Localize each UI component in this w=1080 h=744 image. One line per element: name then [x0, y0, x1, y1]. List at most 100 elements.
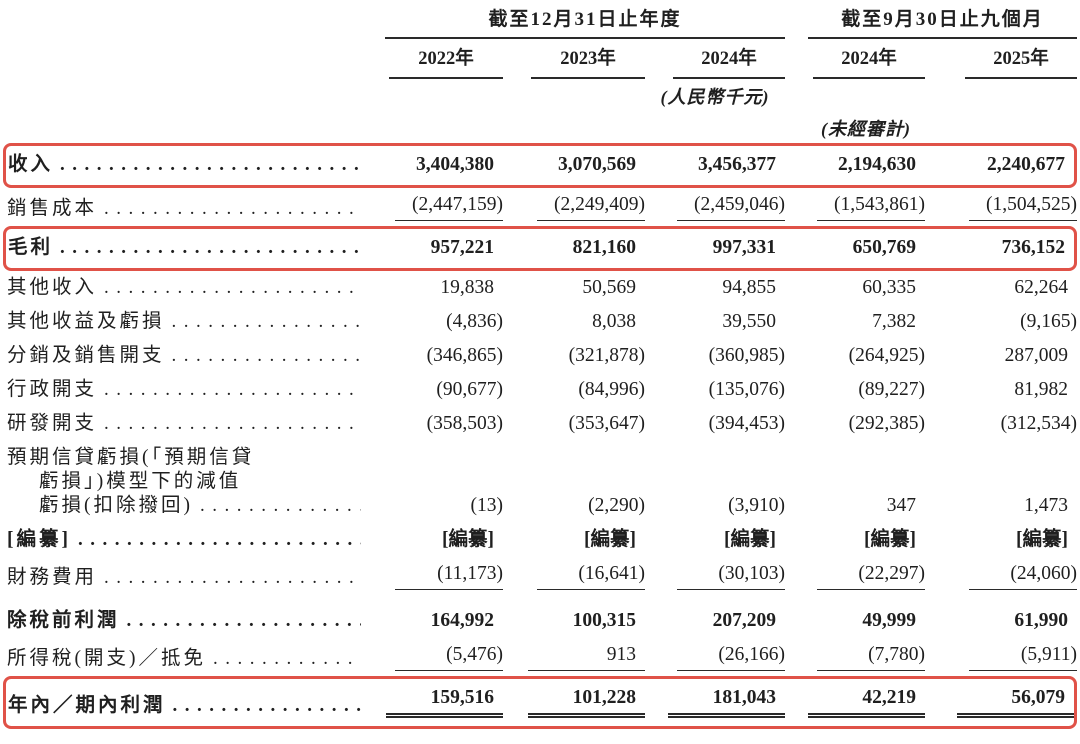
value-cell: 913 [503, 638, 645, 676]
cell-value: (135,076) [708, 379, 786, 400]
value-cell: (321,878) [503, 339, 645, 373]
value-cell: 736,152 [925, 226, 1078, 271]
value-cell: (1,504,525) [925, 188, 1078, 226]
value-cell: (5,911) [925, 638, 1078, 676]
currency-note-row: (人民幣千元) [3, 79, 1077, 111]
table-row: [編纂]....................................… [3, 523, 1077, 557]
value-cell: (26,166) [645, 638, 786, 676]
cell-value: (16,641) [537, 562, 645, 590]
dot-leader: ........................................… [104, 198, 361, 219]
row-label-cell: [編纂]....................................… [3, 523, 361, 557]
cell-value: 49,999 [862, 610, 917, 631]
dot-leader: ........................................… [126, 610, 361, 631]
row-label-cell: 所得稅(開支)／抵免..............................… [3, 638, 361, 676]
currency-note-cell: (人民幣千元) [645, 79, 785, 111]
table-row: 年內／期內利潤.................................… [3, 676, 1078, 729]
row-label-cell: 收入......................................… [3, 143, 361, 188]
cell-value: (90,677) [436, 379, 503, 400]
cell-value: 56,079 [957, 686, 1075, 718]
table-row: 行政開支....................................… [3, 373, 1077, 407]
cell-value: 957,221 [430, 237, 494, 258]
cell-value: 1,473 [1024, 495, 1069, 516]
income-statement-table: 截至12月31日止年度 截至9月30日止九個月 2022年 2023年 2024年 2… [3, 2, 1078, 729]
value-cell: 94,855 [645, 271, 785, 305]
value-cell: (346,865) [361, 339, 503, 373]
dot-leader: ........................................… [60, 237, 361, 258]
cell-value: (346,865) [426, 345, 503, 366]
cell-value: 3,456,377 [698, 154, 777, 175]
cell-value: 159,516 [386, 686, 503, 718]
dot-leader: ........................................… [60, 154, 361, 175]
cell-value: (89,227) [858, 379, 926, 400]
column-header-1: 2022年 [361, 39, 503, 79]
row-label: 虧損(扣除撥回) [39, 495, 193, 516]
cell-value: 101,228 [528, 686, 645, 718]
value-cell: (90,677) [361, 373, 503, 407]
value-cell: 39,550 [645, 305, 785, 339]
table-row: 其他收入....................................… [3, 271, 1077, 305]
value-cell: [編纂] [361, 523, 503, 557]
column-header-4: 2024年 [785, 39, 926, 79]
value-cell: 7,382 [785, 305, 925, 339]
table-row: 其他收益及虧損.................................… [3, 305, 1077, 339]
cell-value: (4,836) [446, 311, 503, 332]
cell-value: (5,476) [395, 643, 503, 671]
row-label: 年內／期內利潤 [8, 695, 166, 716]
value-cell: 19,838 [361, 271, 503, 305]
value-cell: 56,079 [925, 676, 1078, 729]
column-header-5: 2025年 [925, 39, 1078, 79]
value-cell: 60,335 [785, 271, 925, 305]
group-annual: 截至12月31日止年度 [361, 2, 786, 39]
row-label: [編纂] [7, 529, 71, 550]
unaudited-note-row: (未經審計) [3, 111, 1077, 143]
value-cell: 49,999 [785, 595, 925, 638]
cell-value: 821,160 [572, 237, 636, 258]
cell-value: 62,264 [1014, 277, 1069, 298]
value-cell: (3,910) [645, 441, 785, 523]
table-row: 財務費用....................................… [3, 557, 1078, 595]
row-label-cell: 毛利......................................… [3, 226, 361, 271]
row-label-cell: 行政開支....................................… [3, 373, 361, 407]
value-cell: (11,173) [361, 557, 503, 595]
table-row: 研發開支....................................… [3, 407, 1077, 441]
dot-leader: ........................................… [104, 277, 361, 298]
cell-value: (84,996) [578, 379, 645, 400]
cell-value: 736,152 [1001, 237, 1066, 258]
cell-value: [編纂] [442, 529, 494, 550]
value-cell: (2,459,046) [645, 188, 786, 226]
dot-leader: ........................................… [104, 567, 361, 588]
table-row: 收入......................................… [3, 143, 1078, 188]
year-label: 2024年 [673, 47, 786, 79]
value-cell: (2,290) [503, 441, 645, 523]
value-cell: 181,043 [645, 676, 786, 729]
cell-value: (22,297) [817, 562, 926, 590]
cell-value: (26,166) [677, 643, 786, 671]
dot-leader: ........................................… [104, 379, 361, 400]
value-cell: 61,990 [925, 595, 1077, 638]
cell-value: 61,990 [1014, 610, 1069, 631]
cell-value: (1,504,525) [969, 193, 1078, 221]
cell-value: (292,385) [848, 413, 926, 434]
value-cell: 3,070,569 [503, 143, 645, 188]
table-row: 除稅前利潤...................................… [3, 595, 1077, 638]
row-label-cell: 財務費用....................................… [3, 557, 361, 595]
unaudited-note-cell: (未經審計) [785, 111, 925, 143]
table-body: 收入......................................… [3, 143, 1078, 729]
value-cell: (292,385) [785, 407, 925, 441]
value-cell: 287,009 [925, 339, 1077, 373]
value-cell: (9,165) [925, 305, 1077, 339]
year-label: 2025年 [965, 47, 1078, 79]
value-cell: 957,221 [361, 226, 503, 271]
dot-leader: ........................................… [172, 695, 361, 716]
cell-value: [編纂] [864, 529, 917, 550]
cell-value: (2,249,409) [537, 193, 645, 221]
row-label-cell: 除稅前利潤...................................… [3, 595, 361, 638]
value-cell: 650,769 [785, 226, 926, 271]
cell-value: 60,335 [862, 277, 917, 298]
currency-note: (人民幣千元) [660, 87, 770, 107]
cell-value: (2,447,159) [395, 193, 503, 221]
cell-value: (264,925) [848, 345, 926, 366]
unaudited-note: (未經審計) [821, 119, 912, 139]
cell-value: (13) [470, 495, 504, 516]
